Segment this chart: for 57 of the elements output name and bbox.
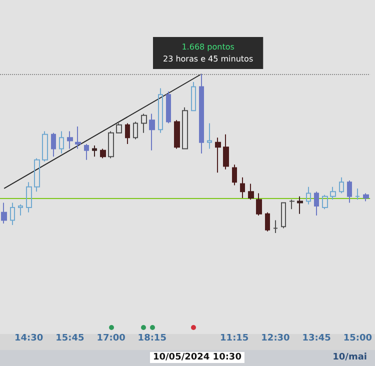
candlestick xyxy=(207,122,212,150)
candlestick xyxy=(18,204,23,216)
candlestick xyxy=(265,212,270,232)
x-tick-label: 13:45 xyxy=(302,334,331,344)
candlestick xyxy=(67,130,73,150)
text: 23 horas e 45 minutos xyxy=(162,54,254,64)
candlestick xyxy=(92,145,97,158)
candlestick xyxy=(191,81,196,112)
x-tick-label: 15:00 xyxy=(343,334,372,344)
candlestick xyxy=(355,188,360,200)
candlestick xyxy=(174,120,180,150)
candlestick xyxy=(75,126,81,150)
candlestick xyxy=(182,106,188,150)
x-tick-label: 12:30 xyxy=(261,334,290,344)
text: 1.668 pontos xyxy=(182,42,234,52)
candlestick xyxy=(34,158,40,192)
candlestick xyxy=(166,90,171,124)
x-tick-label: 14:30 xyxy=(14,334,44,344)
candlestick xyxy=(363,192,369,202)
candlestick xyxy=(141,113,147,134)
candlestick xyxy=(84,143,89,160)
candlestick xyxy=(59,130,64,154)
candlestick xyxy=(116,122,122,134)
candlestick xyxy=(51,132,56,158)
candlestick xyxy=(289,199,295,210)
candlestick xyxy=(149,113,155,151)
candlestick xyxy=(125,122,130,144)
candlestick xyxy=(297,196,303,214)
x-tick-label: 15:45 xyxy=(56,334,84,344)
candlestick xyxy=(26,182,32,213)
candlestick xyxy=(256,192,262,216)
candlestick xyxy=(322,194,328,210)
text: 10/mai xyxy=(332,352,368,362)
candlestick xyxy=(240,176,245,199)
candlestick xyxy=(347,180,352,204)
candlestick xyxy=(273,220,278,234)
candlestick xyxy=(100,148,106,159)
candlestick xyxy=(314,191,319,216)
x-tick-label: 17:00 xyxy=(96,334,126,344)
candlestick xyxy=(158,88,163,134)
candlestick xyxy=(199,74,204,154)
text: 10/05/2024 10:30 xyxy=(153,352,242,362)
candlestick xyxy=(306,186,311,205)
candlestick xyxy=(10,202,15,226)
candlestick xyxy=(248,183,254,200)
candlestick xyxy=(330,186,336,200)
candlestick xyxy=(133,121,138,140)
candlestick xyxy=(108,130,114,159)
candlestick xyxy=(223,134,229,170)
x-tick-label: 11:15 xyxy=(220,334,249,344)
candlestick xyxy=(232,164,237,186)
candlestick xyxy=(281,202,286,229)
candlestick xyxy=(42,130,48,162)
x-tick-label: 18:15 xyxy=(138,334,166,344)
candlestick xyxy=(215,137,221,174)
candlestick xyxy=(339,176,344,194)
candlestick xyxy=(1,202,7,224)
